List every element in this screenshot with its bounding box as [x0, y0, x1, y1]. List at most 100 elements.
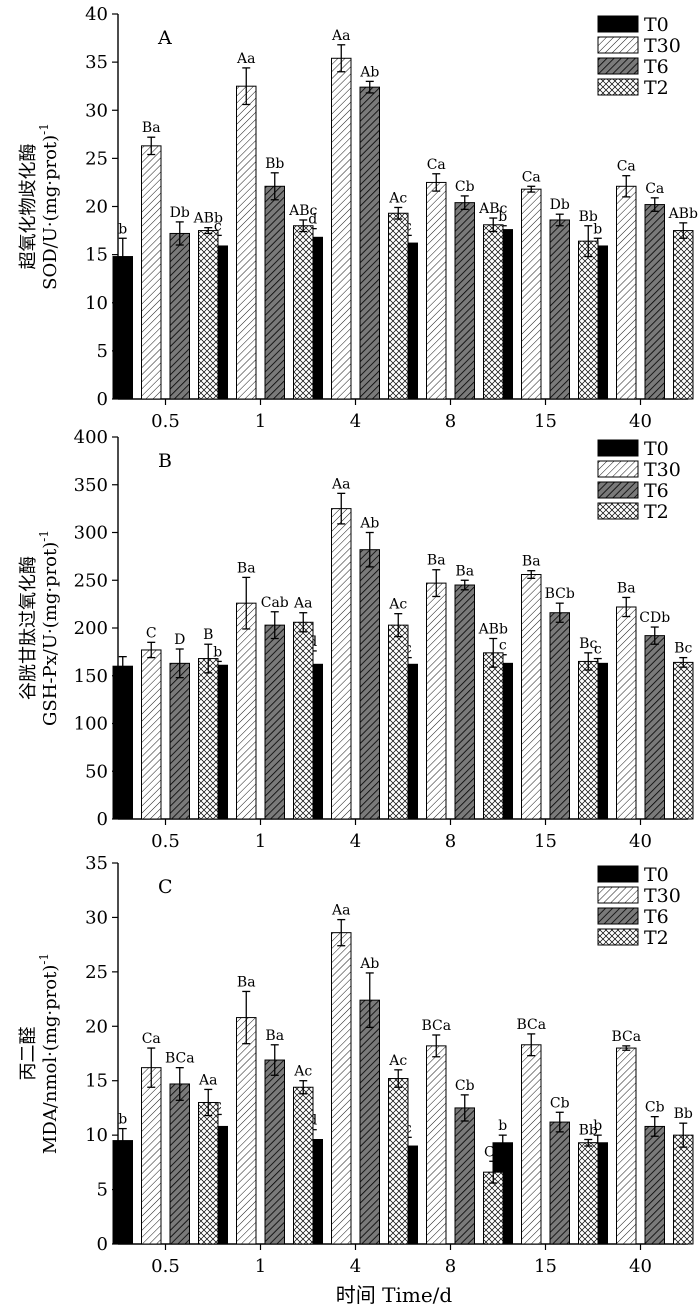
chart-panel-c: 051015202530350.51481540bcdcbbCaBaAaBCaB…: [18, 853, 694, 1277]
x-tick-label: 15: [534, 831, 557, 852]
y-tick-label: 30: [85, 907, 108, 928]
bar-t6: [644, 1125, 665, 1245]
significance-label: Ac: [388, 597, 407, 613]
bar-t6: [359, 86, 380, 400]
bar-t2: [293, 621, 314, 820]
significance-label: ABc: [288, 203, 317, 219]
bar-t6: [454, 1107, 475, 1245]
bar-t2: [293, 225, 314, 400]
bar-t6: [549, 219, 570, 400]
bar-t2: [388, 1078, 409, 1245]
legend-swatch-t0: [597, 15, 639, 33]
bar-t2: [673, 661, 694, 820]
significance-label: Db: [550, 197, 570, 213]
significance-label: Cb: [550, 1095, 570, 1111]
significance-label: Ab: [359, 516, 379, 532]
legend-swatch-t0: [597, 865, 639, 883]
legend-label-t0: T0: [644, 864, 669, 886]
significance-label: Ac: [293, 1064, 312, 1080]
significance-label: Cc: [484, 1144, 503, 1160]
y-tick-label: 25: [85, 148, 108, 169]
bar-t6: [359, 549, 380, 820]
significance-label: Bb: [579, 1122, 598, 1138]
bar-t2: [483, 652, 504, 820]
y-tick-label: 200: [74, 618, 108, 639]
legend-label-t30: T30: [644, 885, 681, 907]
legend-swatch-t2: [597, 78, 639, 96]
significance-label: Cb: [645, 1100, 665, 1116]
significance-label: Ca: [617, 159, 636, 175]
y-axis-title: 谷胱甘肽过氧化酶GSH-Px/U·(mg·prot)-1: [18, 530, 61, 726]
x-tick-label: 0.5: [151, 831, 180, 852]
bar-t30: [236, 602, 257, 820]
significance-label: Bc: [579, 636, 597, 652]
x-tick-label: 0.5: [151, 1256, 180, 1277]
significance-label: Ba: [427, 553, 446, 569]
y-tick-label: 15: [85, 245, 108, 266]
significance-label: Bb: [265, 156, 284, 172]
significance-label: Ca: [142, 1031, 161, 1047]
y-tick-label: 0: [97, 389, 108, 410]
y-tick-label: 100: [74, 714, 108, 735]
x-tick-label: 40: [629, 1256, 652, 1277]
x-tick-label: 1: [255, 411, 266, 432]
legend-swatch-t2: [597, 502, 639, 520]
y-tick-label: 250: [74, 570, 108, 591]
y-tick-label: 25: [85, 962, 108, 983]
significance-label: CDb: [639, 610, 670, 626]
significance-label: Ba: [237, 974, 256, 990]
significance-label: Ba: [265, 1028, 284, 1044]
significance-label: c: [594, 642, 602, 658]
y-tick-label: 20: [85, 1016, 108, 1037]
bar-t6: [359, 999, 380, 1245]
legend-swatch-t6: [597, 57, 639, 75]
significance-label: ABb: [668, 206, 698, 222]
bar-t2: [388, 212, 409, 400]
x-tick-label: 1: [255, 831, 266, 852]
bar-t30: [616, 1047, 637, 1245]
significance-label: Cb: [455, 179, 475, 195]
y-axis-title: 超氧化物歧化酶SOD/U·(mg·prot)-1: [18, 123, 61, 290]
bar-t2: [198, 658, 219, 820]
bar-t2: [483, 224, 504, 400]
significance-label: BCb: [545, 586, 575, 602]
bar-t2: [198, 1101, 219, 1245]
legend-swatch-t30: [597, 460, 639, 478]
significance-label: BCa: [165, 1051, 195, 1067]
x-axis-title: 时间 Time/d: [336, 1283, 453, 1307]
y-tick-label: 40: [85, 4, 108, 25]
significance-label: Bc: [674, 641, 692, 657]
bar-t30: [236, 85, 257, 400]
significance-label: b: [498, 1118, 507, 1134]
significance-label: Aa: [331, 903, 350, 919]
y-tick-label: 0: [97, 809, 108, 830]
significance-label: Bb: [579, 209, 598, 225]
y-tick-label: 400: [74, 427, 108, 448]
y-axis-title-superscript: -1: [37, 953, 51, 965]
significance-label: Cb: [455, 1078, 475, 1094]
legend-swatch-t6: [597, 907, 639, 925]
bar-t6: [644, 204, 665, 400]
bar-t30: [426, 582, 447, 820]
bar-t6: [454, 584, 475, 820]
bar-t30: [521, 188, 542, 400]
bar-t30: [331, 932, 352, 1245]
significance-label: BCa: [516, 1017, 546, 1033]
bar-t6: [644, 635, 665, 820]
significance-label: B: [203, 627, 213, 643]
legend-label-t2: T2: [644, 927, 669, 949]
x-tick-label: 15: [534, 1256, 557, 1277]
bar-t30: [331, 508, 352, 820]
y-axis-title-cn: 谷胱甘肽过氧化酶: [18, 556, 39, 700]
legend-label-t0: T0: [644, 438, 669, 460]
x-tick-label: 1: [255, 1256, 266, 1277]
legend-swatch-t6: [597, 481, 639, 499]
x-tick-label: 0.5: [151, 411, 180, 432]
significance-label: Ba: [142, 120, 161, 136]
x-tick-label: 4: [350, 1256, 361, 1277]
significance-label: c: [499, 638, 507, 654]
bar-t30: [616, 185, 637, 400]
bar-t6: [264, 624, 285, 820]
legend-swatch-t0: [597, 439, 639, 457]
bar-t30: [141, 1067, 162, 1245]
